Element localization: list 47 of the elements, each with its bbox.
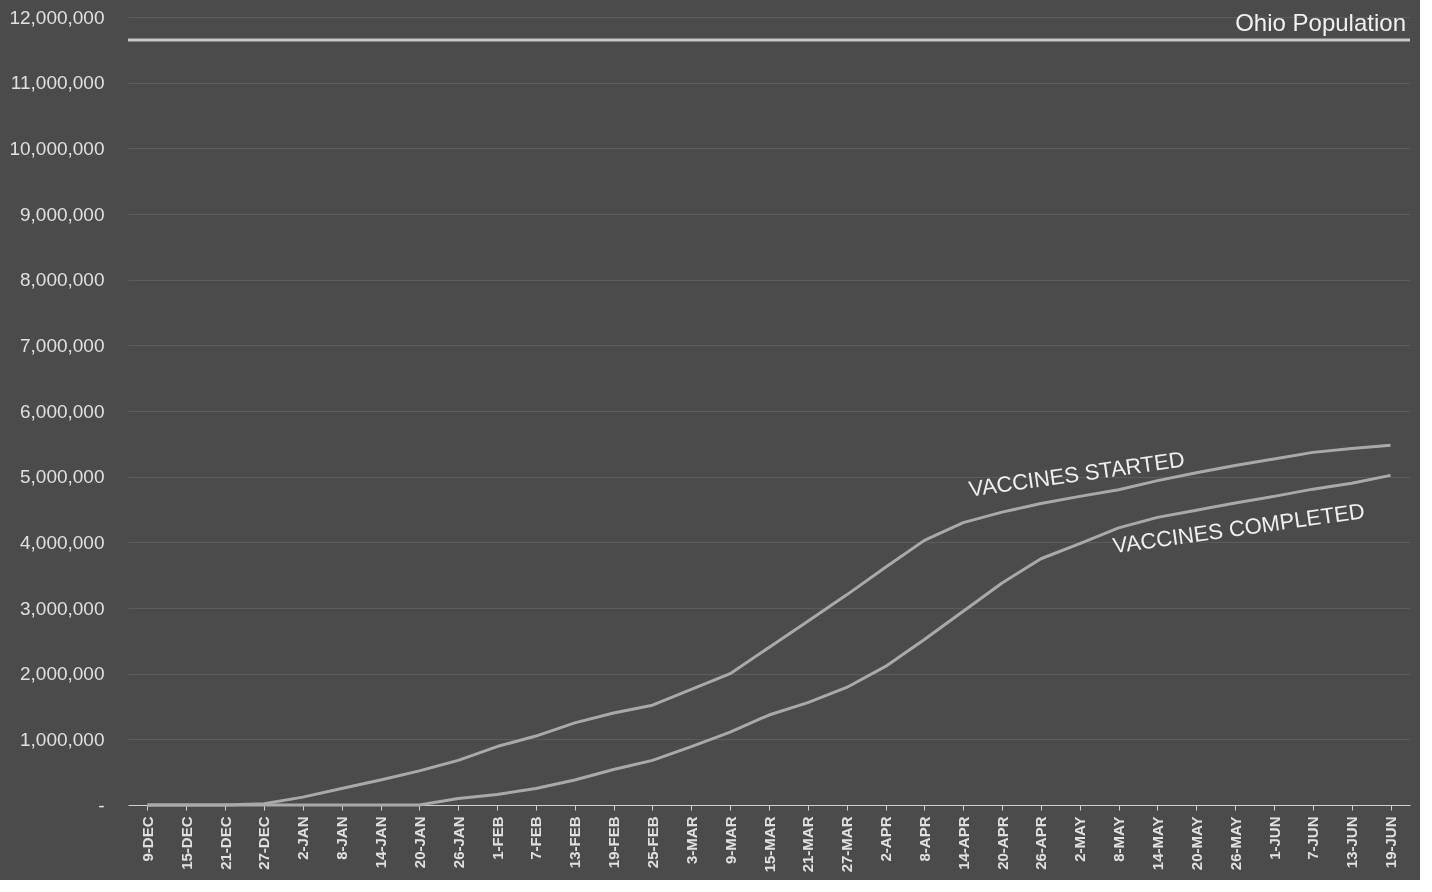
x-tick-label: 14-JAN (372, 816, 390, 869)
ref-line-label: Ohio Population (1235, 8, 1406, 36)
x-tick-label: 26-MAY (1226, 816, 1244, 871)
x-tick-label: 9-DEC (138, 816, 156, 862)
y-tick-label: 7,000,000 (19, 334, 105, 356)
x-tick-label: 25-FEB (643, 816, 661, 869)
y-tick-label: - (98, 794, 105, 816)
x-tick-label: 20-MAY (1187, 816, 1205, 871)
x-tick-label: 13-JUN (1343, 816, 1361, 869)
x-tick-label: 13-FEB (566, 816, 584, 869)
y-tick-label: 3,000,000 (19, 597, 105, 619)
y-tick-label: 4,000,000 (19, 531, 105, 553)
x-tick-label: 8-APR (915, 816, 933, 862)
x-tick-label: 8-MAY (1110, 816, 1128, 862)
x-tick-label: 9-MAR (721, 816, 739, 864)
x-tick-label: 26-JAN (449, 816, 467, 869)
y-tick-label: 12,000,000 (9, 6, 105, 28)
x-tick-label: 27-MAR (838, 816, 856, 873)
y-tick-label: 9,000,000 (19, 203, 105, 225)
x-tick-label: 21-MAR (799, 816, 817, 873)
x-tick-label: 1-FEB (488, 816, 506, 860)
y-tick-label: 8,000,000 (19, 269, 105, 291)
x-tick-label: 8-JAN (333, 816, 351, 860)
x-tick-label: 21-DEC (216, 816, 234, 870)
y-tick-label: 1,000,000 (19, 728, 105, 750)
x-tick-label: 3-MAR (682, 816, 700, 864)
x-tick-label: 20-APR (993, 816, 1011, 870)
x-tick-label: 20-JAN (410, 816, 428, 869)
x-tick-label: 14-MAY (1148, 816, 1166, 871)
x-tick-label: 2-MAY (1071, 816, 1089, 862)
x-tick-label: 2-JAN (294, 816, 312, 860)
x-tick-label: 7-FEB (527, 816, 545, 860)
x-tick-label: 14-APR (954, 816, 972, 870)
x-tick-label: 2-APR (877, 816, 895, 862)
x-tick-label: 19-FEB (605, 816, 623, 869)
x-tick-label: 1-JUN (1265, 816, 1283, 860)
y-tick-label: 10,000,000 (9, 137, 105, 159)
x-tick-label: 26-APR (1032, 816, 1050, 870)
x-tick-label: 15-MAR (760, 816, 778, 873)
y-tick-label: 6,000,000 (19, 400, 105, 422)
y-tick-label: 5,000,000 (19, 466, 105, 488)
y-tick-label: 11,000,000 (10, 72, 105, 94)
x-tick-label: 19-JUN (1382, 816, 1400, 869)
x-tick-label: 15-DEC (177, 816, 195, 870)
x-tick-label: 7-JUN (1304, 816, 1322, 860)
y-tick-label: 2,000,000 (19, 663, 105, 685)
x-tick-label: 27-DEC (255, 816, 273, 870)
